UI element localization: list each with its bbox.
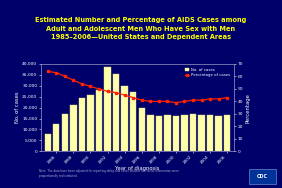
Bar [53, 124, 60, 151]
Bar [181, 115, 188, 151]
Bar [79, 98, 85, 151]
Bar [70, 105, 77, 151]
Bar [62, 114, 68, 151]
Legend: No. of cases, Percentage of cases: No. of cases, Percentage of cases [183, 66, 232, 79]
Bar [138, 108, 145, 151]
Bar [198, 115, 205, 151]
Y-axis label: No. of cases: No. of cases [15, 92, 20, 124]
Bar [130, 92, 136, 151]
Bar [147, 115, 153, 151]
Bar [215, 116, 222, 151]
Bar [164, 115, 171, 151]
Bar [87, 95, 94, 151]
X-axis label: Year of diagnosis: Year of diagnosis [115, 166, 160, 171]
Y-axis label: Percentage: Percentage [245, 93, 250, 123]
Bar [207, 115, 213, 151]
Bar [45, 134, 51, 151]
Bar [156, 116, 162, 151]
Bar [96, 90, 102, 151]
Bar [113, 74, 119, 151]
Text: Estimated Number and Percentage of AIDS Cases among
Adult and Adolescent Men Who: Estimated Number and Percentage of AIDS … [35, 17, 247, 40]
Text: CDC: CDC [257, 174, 268, 179]
Bar [122, 86, 128, 151]
Bar [104, 67, 111, 151]
Text: Note: The data have been adjusted for reporting delay and cases without risk fac: Note: The data have been adjusted for re… [39, 169, 179, 178]
Bar [173, 116, 179, 151]
FancyBboxPatch shape [249, 169, 276, 184]
Bar [224, 115, 230, 151]
Bar [190, 114, 196, 151]
